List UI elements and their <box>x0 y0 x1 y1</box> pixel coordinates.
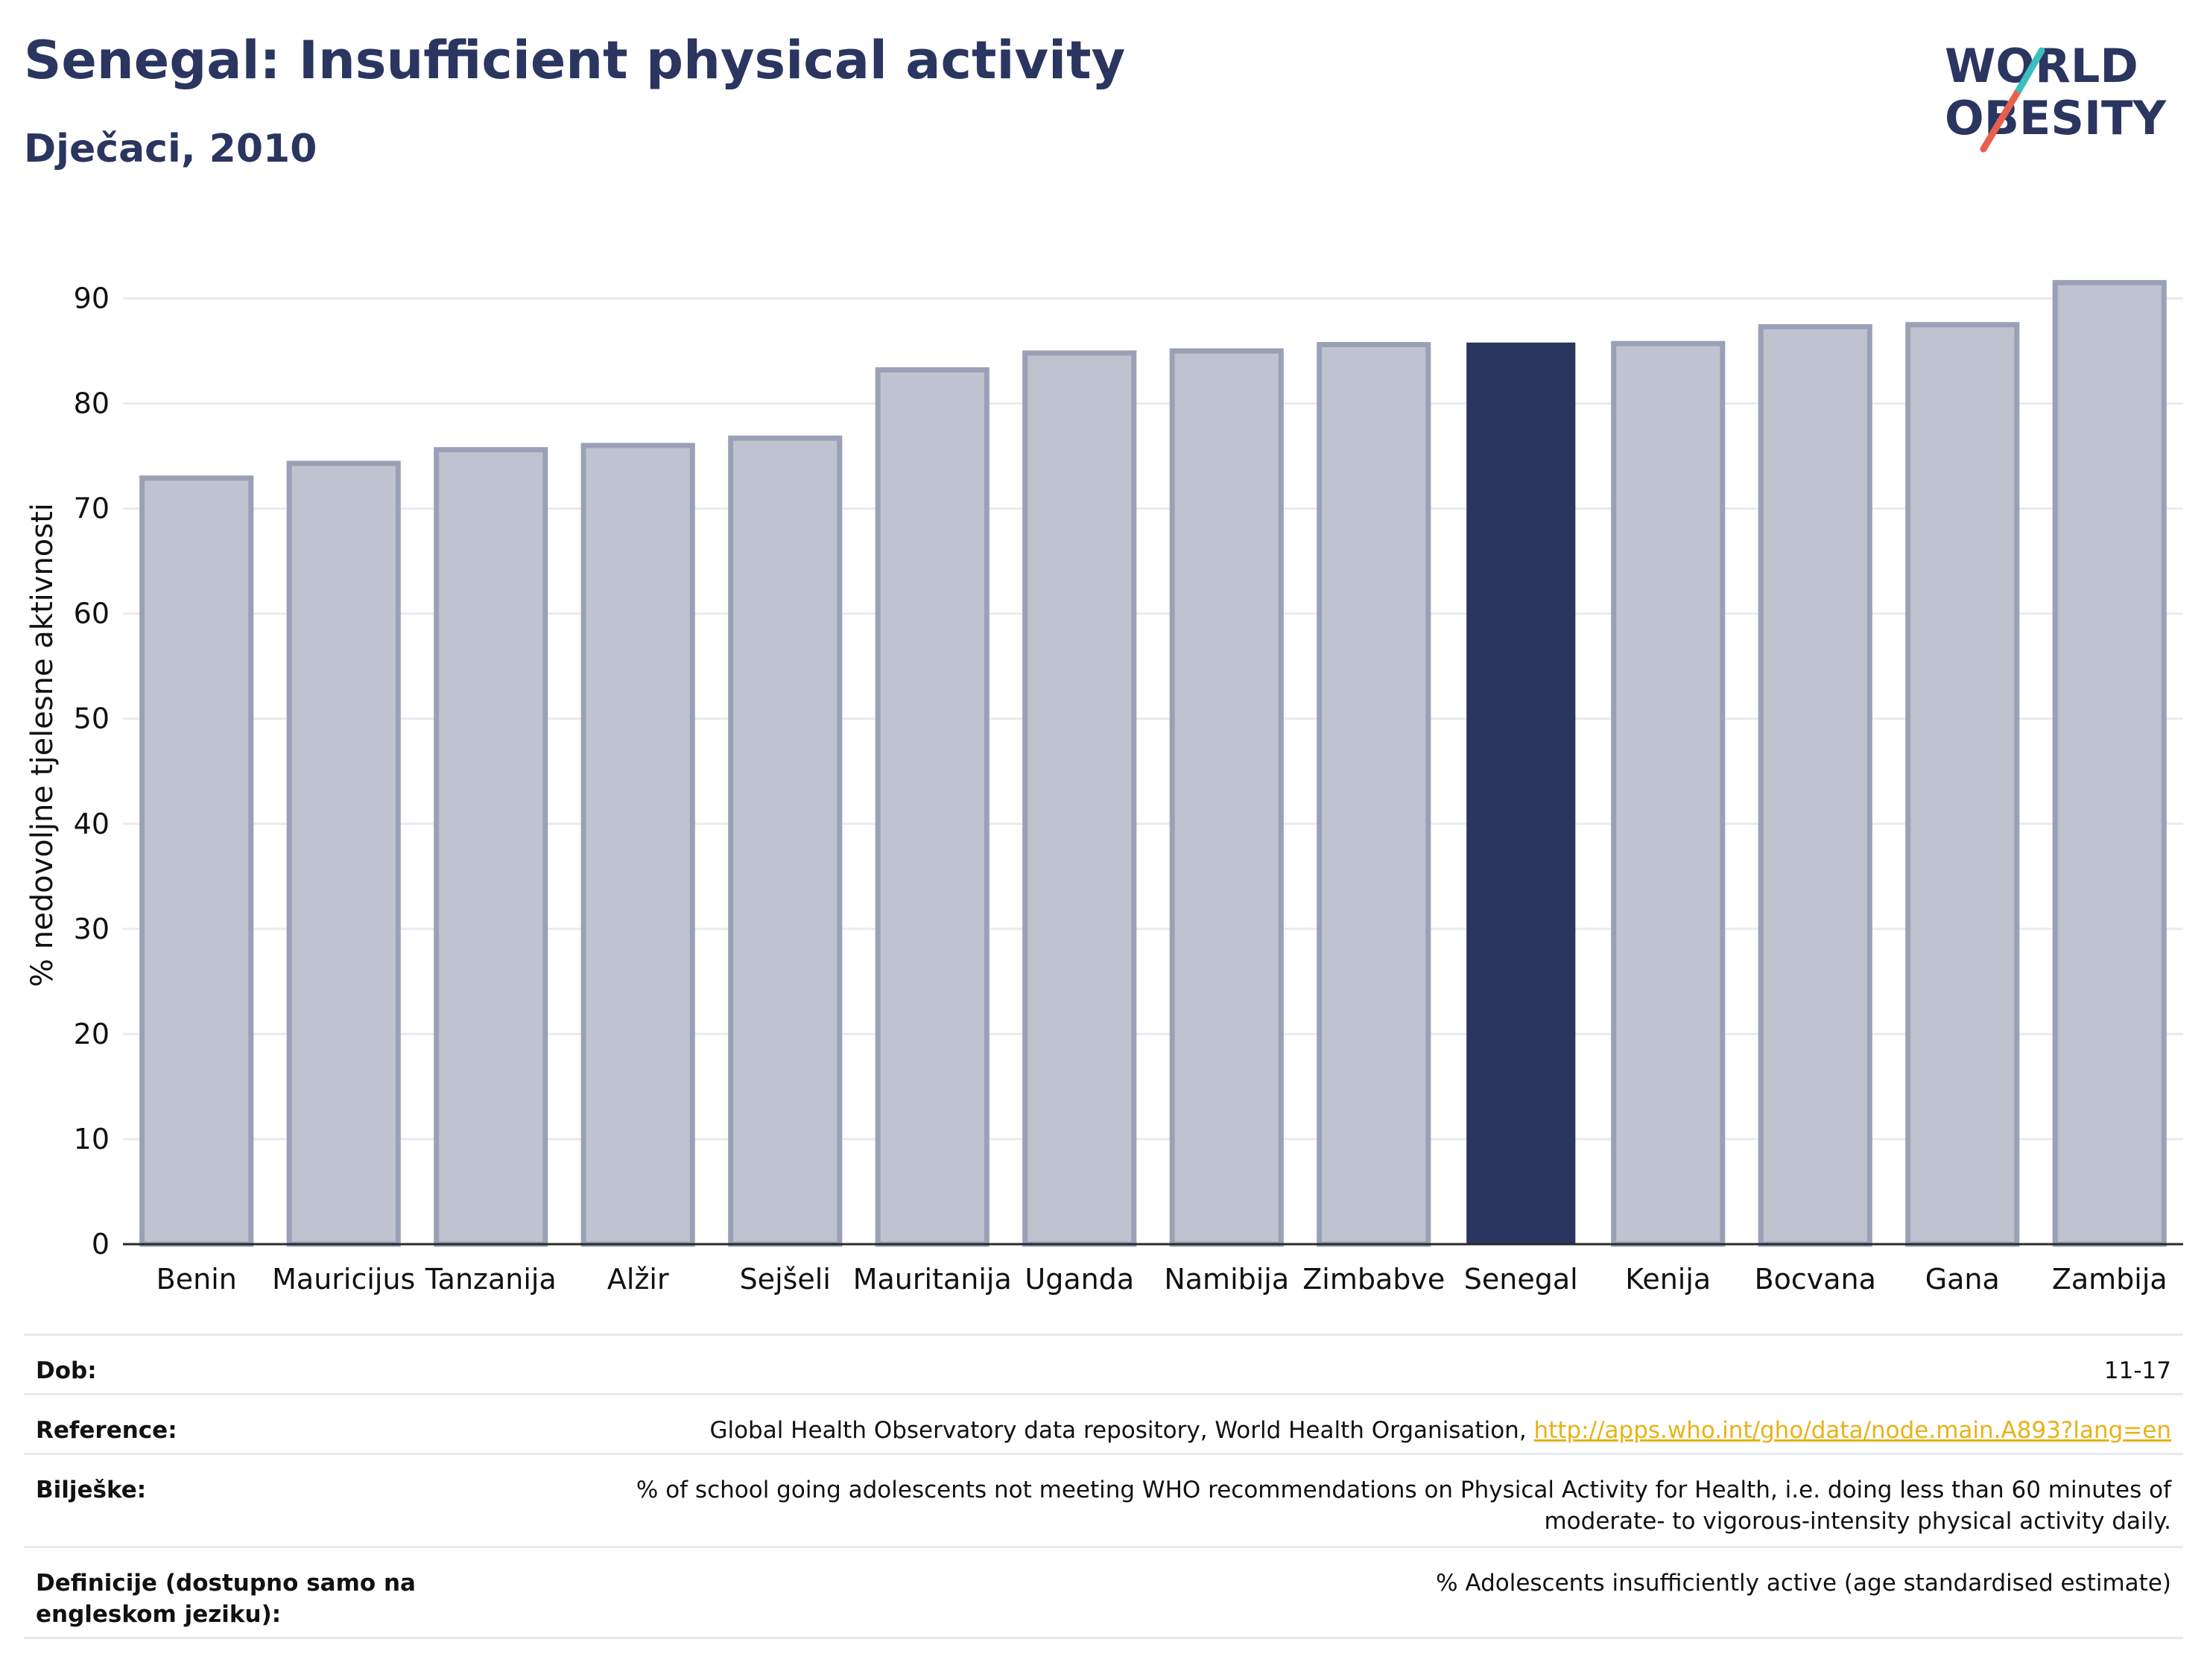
x-tick-label: Mauritanija <box>853 1263 1012 1296</box>
y-tick-label: 30 <box>74 913 110 945</box>
x-tick-label: Tanzanija <box>425 1263 557 1296</box>
bar-alžir <box>580 443 695 1247</box>
meta-row: Reference: Global Health Observatory data… <box>24 1393 2183 1453</box>
x-tick-label: Bocvana <box>1755 1263 1876 1296</box>
y-tick-label: 90 <box>74 282 110 315</box>
bar-namibija <box>1169 348 1284 1247</box>
x-tick-label: Senegal <box>1464 1263 1578 1296</box>
y-tick-label: 70 <box>74 492 110 525</box>
meta-label: Definicije (dostupno samo na engleskom j… <box>36 1570 416 1628</box>
logo-slash-lower-icon <box>1980 86 2023 153</box>
meta-value: % Adolescents insufficiently active (age… <box>1436 1570 2171 1597</box>
x-tick-label: Benin <box>156 1263 237 1296</box>
y-tick-label: 0 <box>92 1228 110 1261</box>
logo-line2: OBESITY <box>1945 91 2167 145</box>
y-tick-label: 80 <box>74 387 110 420</box>
x-tick-label: Kenija <box>1625 1263 1711 1296</box>
bar-senegal <box>1466 342 1576 1244</box>
meta-row: Bilješke: % of school going adolescents n… <box>24 1453 2183 1546</box>
chart-title: Senegal: Insufficient physical activity <box>24 30 1126 91</box>
x-tick-label: Zimbabve <box>1302 1263 1445 1296</box>
chart-subtitle: Dječaci, 2010 <box>24 127 317 171</box>
meta-label: Reference: <box>36 1417 177 1444</box>
y-axis-label: % nedovoljne tjelesne aktivnosti <box>25 503 60 987</box>
meta-row: Dob: 11-17 <box>24 1334 2183 1393</box>
x-tick-label: Gana <box>1925 1263 2000 1296</box>
x-tick-label: Zambija <box>2052 1263 2167 1296</box>
meta-value: Global Health Observatory data repositor… <box>709 1417 2171 1444</box>
y-tick-labels: 0 10 20 30 40 50 60 70 80 90 <box>74 282 110 1261</box>
grid-lines <box>123 297 2183 1141</box>
bar-uganda <box>1022 350 1137 1247</box>
world-obesity-logo: WORLD OBESITY <box>1945 39 2167 153</box>
bars <box>139 279 2167 1247</box>
y-tick-label: 10 <box>74 1123 110 1156</box>
x-tick-labels: Benin Mauricijus Tanzanija Alžir Sejšeli Maur… <box>156 1263 2167 1296</box>
bar-benin <box>139 475 254 1247</box>
meta-label: Dob: <box>36 1357 97 1384</box>
y-tick-label: 40 <box>74 808 110 840</box>
x-tick-label: Sejšeli <box>740 1263 831 1296</box>
metadata-table: Dob: 11-17 Reference: Global Health Observa… <box>24 1334 2183 1639</box>
y-tick-label: 60 <box>74 597 110 630</box>
bar-zimbabve <box>1317 342 1431 1247</box>
reference-link[interactable]: http://apps.who.int/gho/data/node.main.A… <box>1533 1417 2171 1444</box>
bar-mauricijus <box>286 460 401 1247</box>
x-tick-label: Alžir <box>607 1263 669 1296</box>
y-tick-label: 50 <box>74 703 110 735</box>
logo-slash-upper-icon <box>2015 47 2045 93</box>
logo-line1: WORLD <box>1945 39 2138 93</box>
bar-zambija <box>2052 279 2167 1247</box>
x-tick-label: Mauricijus <box>272 1263 415 1296</box>
meta-value: % of school going adolescents not meetin… <box>636 1477 2171 1535</box>
x-tick-label: Uganda <box>1025 1263 1134 1296</box>
bar-mauritanija <box>875 367 989 1247</box>
meta-label: Bilješke: <box>36 1477 147 1503</box>
bar-sejšeli <box>728 435 843 1247</box>
y-tick-label: 20 <box>74 1018 110 1050</box>
bar-chart: 0 10 20 30 40 50 60 70 80 90 Benin Mauricijus Tanza… <box>25 279 2183 1296</box>
x-tick-label: Namibija <box>1164 1263 1289 1296</box>
bar-kenija <box>1611 340 1726 1247</box>
meta-value: 11-17 <box>2103 1357 2171 1384</box>
meta-row: Definicije (dostupno samo na engleskom j… <box>24 1546 2183 1639</box>
bar-tanzanija <box>434 447 548 1247</box>
bar-gana <box>1905 322 2020 1247</box>
bar-bocvana <box>1758 324 1872 1247</box>
